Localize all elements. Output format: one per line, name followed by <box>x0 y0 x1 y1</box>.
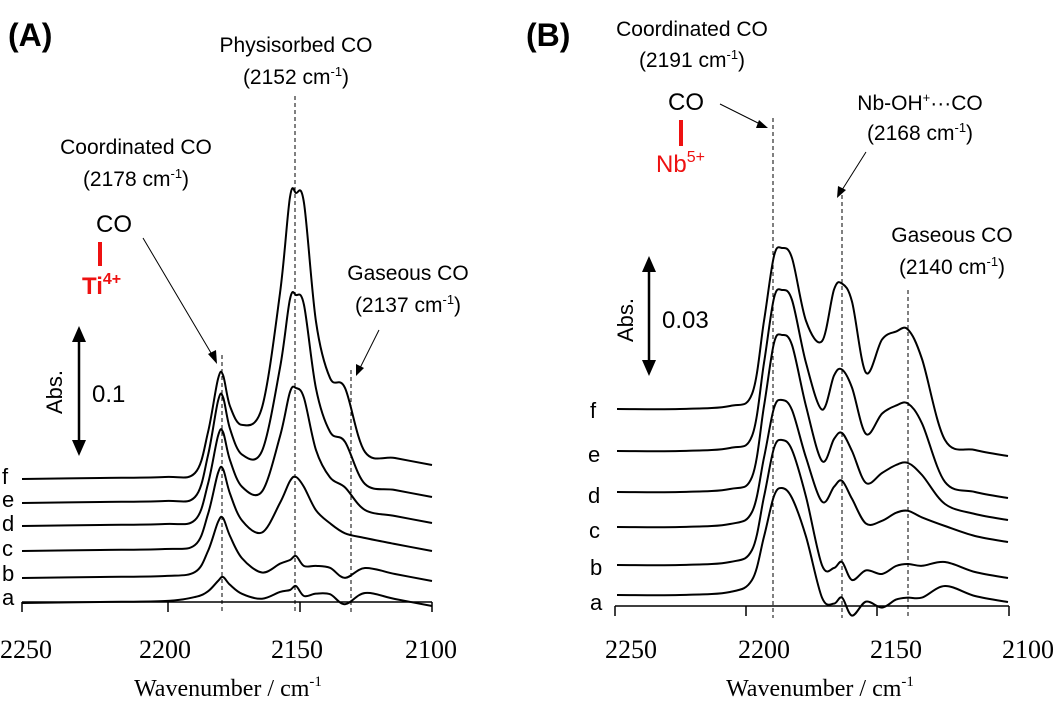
panel-b-series-letters: f e d c b a <box>588 398 603 615</box>
panel-b-scale-bar-unit: Abs. <box>613 298 638 342</box>
panel-a-xtick-label-2250: 2250 <box>0 635 52 664</box>
panel-b-series-label-a: a <box>590 590 603 615</box>
panel-a-spectrum-d <box>21 385 433 527</box>
svg-text:(2152 cm-1): (2152 cm-1) <box>243 64 349 89</box>
panel-b-spectrum-a <box>616 486 1009 617</box>
panel-a-spectrum-f <box>21 187 433 480</box>
svg-text:(2191 cm-1): (2191 cm-1) <box>639 47 745 72</box>
panel-b-series-label-e: e <box>588 442 600 467</box>
panel-b-scale-bar-value: 0.03 <box>662 307 709 334</box>
panel-b-pointer-arrows <box>719 103 867 198</box>
svg-text:(2178 cm-1): (2178 cm-1) <box>83 166 189 191</box>
panel-a-series-label-f: f <box>2 464 9 489</box>
panel-b-annotation-nb-oh: Nb-OH+···CO (2168 cm-1) <box>857 90 982 145</box>
panel-a-spectrum-a <box>21 575 433 607</box>
panel-b-nb-co-structure: CO Nb5+ <box>656 89 705 178</box>
panel-b-series-label-f: f <box>590 398 597 423</box>
panel-b-annotation-gaseous: Gaseous CO (2140 cm-1) <box>891 224 1012 279</box>
panel-a: (A) 2250 2200 2150 2100 Wavenumber / cm-… <box>0 17 469 702</box>
panel-b-spectrum-d <box>616 333 1009 521</box>
panel-a-spectra <box>21 187 433 607</box>
panel-b-spectra <box>616 246 1009 617</box>
panel-b: (B) 2250 2200 2150 2100 Wavenumber / cm-… <box>526 17 1054 702</box>
svg-text:Coordinated CO: Coordinated CO <box>616 18 768 41</box>
panel-b-structure-co: CO <box>668 89 704 116</box>
svg-text:Gaseous CO: Gaseous CO <box>891 224 1012 247</box>
panel-a-annotation-coordinated: Coordinated CO (2178 cm-1) <box>60 136 212 191</box>
svg-text:Physisorbed CO: Physisorbed CO <box>220 34 373 57</box>
svg-text:Gaseous CO: Gaseous CO <box>347 262 468 285</box>
panel-a-xtick-label-2100: 2100 <box>405 635 457 664</box>
panel-b-spectrum-b <box>616 438 1009 582</box>
panel-a-pointer-arrows <box>142 237 380 376</box>
panel-a-series-letters: f e d c b a <box>2 464 15 610</box>
panel-b-x-axis-title: Wavenumber / cm-1 <box>726 674 914 702</box>
panel-a-xtick-label-2200: 2200 <box>139 635 191 664</box>
panel-a-spectrum-c <box>21 465 433 552</box>
panel-a-series-label-c: c <box>2 536 13 561</box>
panel-a-series-label-a: a <box>2 585 15 610</box>
panel-b-spectrum-c <box>616 398 1009 543</box>
panel-a-x-axis-title: Wavenumber / cm-1 <box>134 674 322 702</box>
panel-b-spectrum-e <box>616 288 1009 499</box>
panel-b-xtick-label-2150: 2150 <box>870 635 922 664</box>
panel-b-scale-bar: Abs. 0.03 <box>613 256 709 376</box>
panel-b-label: (B) <box>526 17 570 53</box>
panel-b-series-label-b: b <box>590 555 602 580</box>
panel-b-spectrum-f <box>616 246 1009 457</box>
panel-a-ti-co-structure: CO Ti4+ <box>82 211 132 300</box>
panel-a-structure-co: CO <box>96 211 132 238</box>
panel-b-xtick-label-2250: 2250 <box>605 635 657 664</box>
panel-a-label: (A) <box>8 17 52 53</box>
svg-text:Nb-OH+···CO: Nb-OH+···CO <box>857 90 982 115</box>
panel-a-spectrum-b <box>21 515 433 582</box>
panel-a-scale-bar-value: 0.1 <box>92 381 125 408</box>
panel-a-spectrum-e <box>21 291 433 504</box>
panel-a-xtick-label-2150: 2150 <box>271 635 323 664</box>
panel-a-annotation-gaseous: Gaseous CO (2137 cm-1) <box>347 262 468 317</box>
svg-text:(2137 cm-1): (2137 cm-1) <box>355 292 461 317</box>
panel-b-xtick-label-2100: 2100 <box>1002 635 1054 664</box>
panel-a-series-label-e: e <box>2 487 14 512</box>
panel-b-annotation-coordinated: Coordinated CO (2191 cm-1) <box>616 18 768 72</box>
svg-text:(2168 cm-1): (2168 cm-1) <box>867 120 973 145</box>
panel-b-series-label-c: c <box>589 518 600 543</box>
svg-text:(2140 cm-1): (2140 cm-1) <box>899 254 1005 279</box>
panel-b-xtick-label-2200: 2200 <box>738 635 790 664</box>
panel-a-structure-ti: Ti4+ <box>82 271 121 300</box>
panel-a-scale-bar: Abs. 0.1 <box>42 326 125 456</box>
panel-a-series-label-d: d <box>2 511 14 536</box>
panel-b-structure-nb: Nb5+ <box>656 149 705 178</box>
panel-a-scale-bar-unit: Abs. <box>42 370 67 414</box>
panel-b-series-label-d: d <box>588 483 600 508</box>
svg-text:Coordinated CO: Coordinated CO <box>60 136 212 159</box>
panel-a-annotation-physisorbed: Physisorbed CO (2152 cm-1) <box>220 34 373 89</box>
panel-a-series-label-b: b <box>2 561 14 586</box>
